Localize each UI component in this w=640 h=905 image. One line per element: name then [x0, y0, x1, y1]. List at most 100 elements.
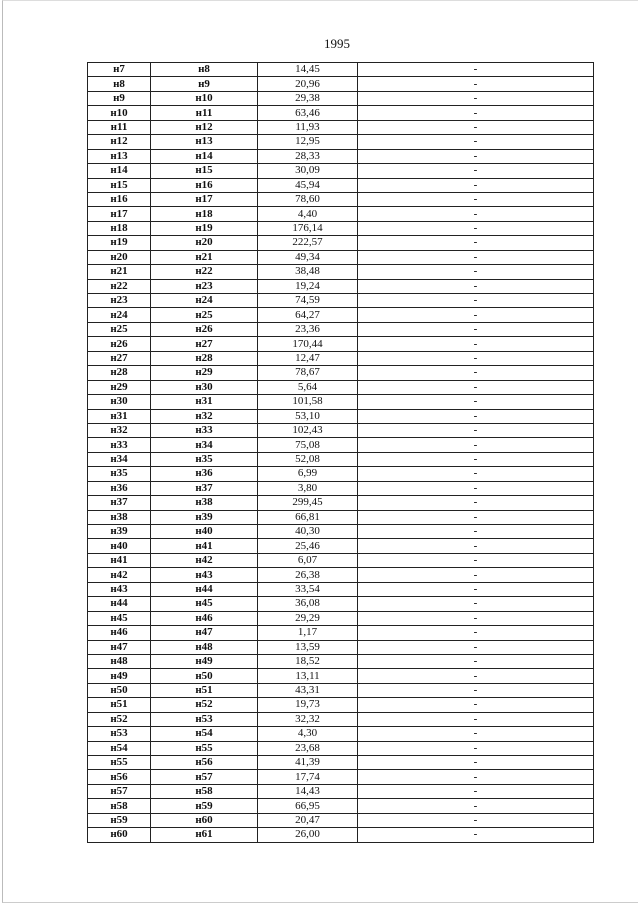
to-point-cell: н29: [150, 365, 258, 381]
note-cell: -: [357, 610, 594, 627]
from-point-cell: н57: [87, 783, 151, 800]
from-point-cell: н26: [87, 336, 151, 352]
from-point-cell: н56: [87, 769, 151, 785]
to-point-cell: н36: [150, 466, 258, 482]
note-cell: -: [357, 119, 594, 136]
value-cell: 1,17: [257, 625, 358, 641]
value-cell: 78,60: [257, 191, 358, 208]
to-point-cell: н8: [150, 61, 258, 78]
from-point-cell: н28: [87, 365, 151, 381]
table-row: н36 н37 3,80-: [87, 480, 594, 497]
table-row: н15 н16 45,94-: [87, 177, 594, 193]
table-row: н28 н29 78,67-: [87, 365, 594, 381]
to-point-cell: н21: [150, 249, 258, 266]
value-cell: 25,46: [257, 538, 358, 554]
value-cell: 32,32: [257, 711, 358, 728]
value-cell: 13,59: [257, 639, 358, 655]
to-point-cell: н41: [150, 538, 258, 554]
note-cell: -: [357, 148, 594, 165]
note-cell: -: [357, 379, 594, 396]
note-cell: -: [357, 581, 594, 598]
table-row: н18 н19 176,14-: [87, 220, 594, 237]
from-point-cell: н32: [87, 422, 151, 439]
from-point-cell: н18: [87, 220, 151, 237]
to-point-cell: н33: [150, 422, 258, 439]
value-cell: 43,31: [257, 682, 358, 699]
note-cell: -: [357, 783, 594, 800]
to-point-cell: н14: [150, 148, 258, 165]
value-cell: 23,36: [257, 321, 358, 338]
note-cell: -: [357, 625, 594, 641]
note-cell: -: [357, 653, 594, 670]
value-cell: 30,09: [257, 163, 358, 179]
table-row: н16 н17 78,60-: [87, 191, 594, 208]
note-cell: -: [357, 105, 594, 121]
from-point-cell: н39: [87, 523, 151, 540]
value-cell: 17,74: [257, 769, 358, 785]
to-point-cell: н24: [150, 292, 258, 309]
note-cell: -: [357, 639, 594, 655]
from-point-cell: н46: [87, 625, 151, 641]
value-cell: 14,45: [257, 61, 358, 78]
value-cell: 36,08: [257, 596, 358, 612]
from-point-cell: н41: [87, 552, 151, 569]
to-point-cell: н60: [150, 812, 258, 829]
value-cell: 26,00: [257, 827, 358, 843]
value-cell: 5,64: [257, 379, 358, 396]
note-cell: -: [357, 365, 594, 381]
note-cell: -: [357, 711, 594, 728]
data-table: н7 н8 14,45- н8 н9 20,96- н9 н10 29,38- н10 н11 63,…: [87, 61, 594, 843]
table-row: н10 н11 63,46-: [87, 105, 594, 121]
table-row: н54 н55 23,68-: [87, 740, 594, 757]
value-cell: 4,40: [257, 206, 358, 222]
note-cell: -: [357, 697, 594, 713]
from-point-cell: н10: [87, 105, 151, 121]
note-cell: -: [357, 451, 594, 468]
from-point-cell: н7: [87, 61, 151, 78]
from-point-cell: н16: [87, 191, 151, 208]
note-cell: -: [357, 567, 594, 583]
table-row: н57 н58 14,43-: [87, 783, 594, 800]
to-point-cell: н55: [150, 740, 258, 757]
table-row: н56 н57 17,74-: [87, 769, 594, 785]
from-point-cell: н22: [87, 278, 151, 295]
from-point-cell: н59: [87, 812, 151, 829]
note-cell: -: [357, 163, 594, 179]
note-cell: -: [357, 827, 594, 843]
from-point-cell: н13: [87, 148, 151, 165]
value-cell: 101,58: [257, 394, 358, 410]
note-cell: -: [357, 437, 594, 453]
to-point-cell: н18: [150, 206, 258, 222]
value-cell: 74,59: [257, 292, 358, 309]
to-point-cell: н28: [150, 350, 258, 367]
table-row: н48 н49 18,52-: [87, 653, 594, 670]
from-point-cell: н42: [87, 567, 151, 583]
to-point-cell: н11: [150, 105, 258, 121]
table-row: н11 н12 11,93-: [87, 119, 594, 136]
note-cell: -: [357, 350, 594, 367]
value-cell: 299,45: [257, 495, 358, 511]
note-cell: -: [357, 740, 594, 757]
value-cell: 3,80: [257, 480, 358, 497]
value-cell: 45,94: [257, 177, 358, 193]
to-point-cell: н9: [150, 76, 258, 92]
from-point-cell: н15: [87, 177, 151, 193]
table-row: н55 н56 41,39-: [87, 754, 594, 771]
value-cell: 19,73: [257, 697, 358, 713]
table-row: н20 н21 49,34-: [87, 249, 594, 266]
value-cell: 23,68: [257, 740, 358, 757]
note-cell: -: [357, 76, 594, 92]
from-point-cell: н47: [87, 639, 151, 655]
note-cell: -: [357, 235, 594, 251]
table-row: н52 н53 32,32-: [87, 711, 594, 728]
note-cell: -: [357, 191, 594, 208]
from-point-cell: н58: [87, 798, 151, 814]
table-row: н43 н44 33,54-: [87, 581, 594, 598]
to-point-cell: н45: [150, 596, 258, 612]
to-point-cell: н61: [150, 827, 258, 843]
note-cell: -: [357, 206, 594, 222]
table-row: н27 н28 12,47-: [87, 350, 594, 367]
table-row: н19 н20 222,57-: [87, 235, 594, 251]
note-cell: -: [357, 336, 594, 352]
from-point-cell: н54: [87, 740, 151, 757]
